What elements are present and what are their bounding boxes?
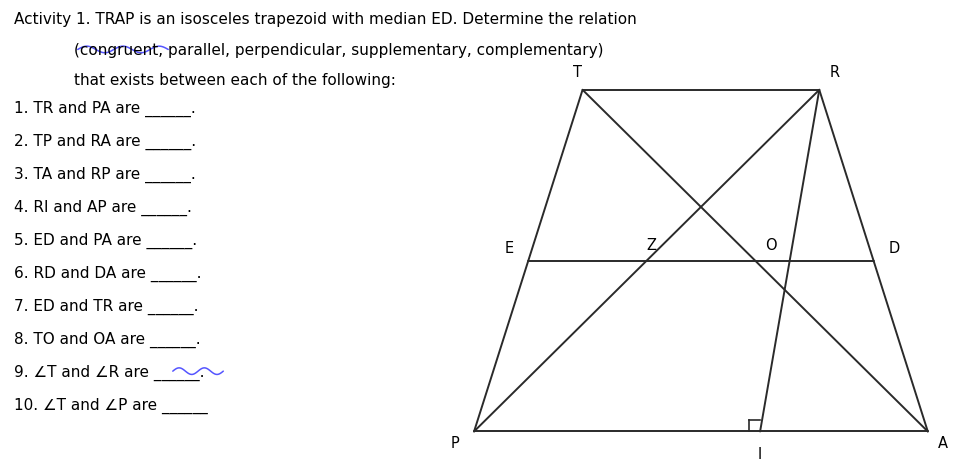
Text: (congruent, parallel, perpendicular, supplementary, complementary): (congruent, parallel, perpendicular, sup… — [74, 43, 604, 58]
Text: D: D — [888, 241, 900, 256]
Text: 4. RI and AP are ______.: 4. RI and AP are ______. — [15, 200, 192, 216]
Text: 10. ∠T and ∠P are ______: 10. ∠T and ∠P are ______ — [15, 398, 208, 414]
Text: A: A — [938, 437, 948, 452]
Text: 6. RD and DA are ______.: 6. RD and DA are ______. — [15, 266, 202, 282]
Text: 2. TP and RA are ______.: 2. TP and RA are ______. — [15, 134, 196, 150]
Text: T: T — [573, 65, 582, 80]
Text: 7. ED and TR are ______.: 7. ED and TR are ______. — [15, 299, 199, 315]
Text: R: R — [829, 65, 839, 80]
Text: 1. TR and PA are ______.: 1. TR and PA are ______. — [15, 101, 196, 117]
Text: Z: Z — [647, 238, 657, 253]
Text: 3. TA and RP are ______.: 3. TA and RP are ______. — [15, 167, 196, 183]
Text: P: P — [450, 437, 459, 452]
Text: Activity 1. TRAP is an isosceles trapezoid with median ED. Determine the relatio: Activity 1. TRAP is an isosceles trapezo… — [15, 12, 637, 27]
Text: O: O — [765, 238, 777, 253]
Text: E: E — [504, 241, 514, 256]
Text: 8. TO and OA are ______.: 8. TO and OA are ______. — [15, 332, 201, 348]
Text: 5. ED and PA are ______.: 5. ED and PA are ______. — [15, 233, 197, 249]
Text: 9. ∠T and ∠R are ______.: 9. ∠T and ∠R are ______. — [15, 365, 205, 381]
Text: I: I — [758, 447, 762, 462]
Text: that exists between each of the following:: that exists between each of the followin… — [74, 73, 396, 88]
